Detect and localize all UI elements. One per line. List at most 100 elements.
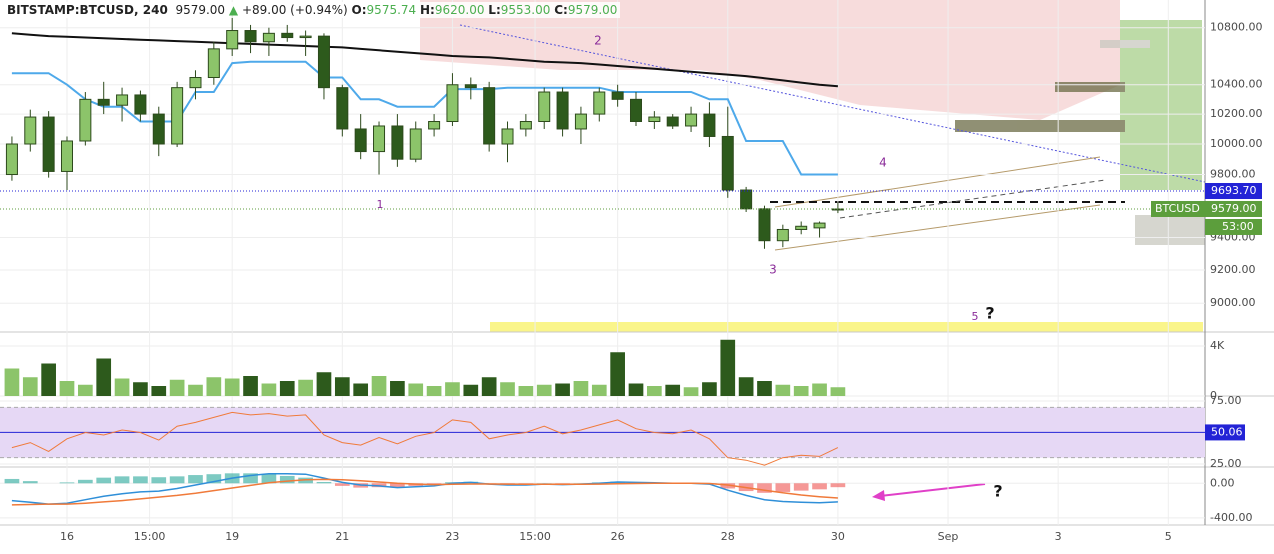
- candle-body: [79, 98, 92, 142]
- y-tick-label: 9200.00: [1210, 263, 1256, 276]
- label: H:: [420, 3, 435, 17]
- volume-bar: [720, 339, 736, 396]
- candle-body: [409, 128, 422, 160]
- candle-body: [171, 87, 184, 145]
- value: 9575.74: [366, 3, 417, 17]
- countdown-badge: [1205, 218, 1262, 235]
- candle-body: [299, 35, 312, 39]
- histogram-bar: [812, 483, 827, 490]
- candle-body: [226, 30, 239, 50]
- volume-bar: [298, 379, 313, 396]
- x-tick-label: 28: [721, 530, 735, 543]
- candle-body: [776, 228, 789, 242]
- candle-body: [666, 116, 679, 127]
- profile-bar: [1135, 215, 1205, 245]
- candle-body: [152, 113, 165, 145]
- volume-bar: [334, 377, 350, 396]
- y-tick-label: 10200.00: [1210, 107, 1263, 120]
- indicator-line: [11, 60, 838, 176]
- x-tick-label: 19: [225, 530, 239, 543]
- volume-bar: [261, 383, 277, 396]
- price-badge: [1205, 183, 1262, 200]
- annotation: ?: [993, 482, 1002, 501]
- candle-body: [611, 91, 624, 100]
- histogram-bar: [96, 477, 112, 484]
- volume-bar: [647, 386, 662, 396]
- label: O:: [351, 3, 367, 17]
- profile-bar: [1120, 20, 1202, 190]
- trend-line: [774, 204, 1101, 251]
- volume-bar: [206, 377, 222, 396]
- symbol-badge: [1151, 200, 1205, 217]
- candle-body: [391, 125, 404, 160]
- arrow: ▲: [228, 3, 239, 17]
- value: 9553.00: [500, 3, 551, 17]
- change: +89.00 (+0.94%): [241, 3, 348, 17]
- histogram-bar: [390, 483, 405, 488]
- candle-body: [629, 98, 643, 123]
- volume-bar: [243, 376, 258, 396]
- histogram-bar: [4, 478, 20, 484]
- volume-bar: [78, 384, 93, 396]
- volume-bar: [683, 387, 699, 396]
- histogram-bar: [206, 474, 222, 484]
- volume-bar: [481, 377, 497, 396]
- candle-body: [281, 32, 294, 39]
- volume-bar: [591, 384, 607, 396]
- x-tick-label: 16: [60, 530, 74, 543]
- annotation: 2: [594, 34, 602, 48]
- volume-bar: [757, 381, 772, 396]
- x-tick-label: 21: [335, 530, 349, 543]
- histogram-bar: [22, 481, 38, 484]
- histogram-bar: [169, 476, 185, 484]
- volume-bar: [610, 352, 625, 396]
- volume-bar: [573, 381, 589, 396]
- histogram-bar: [133, 476, 148, 484]
- volume-bar: [316, 372, 332, 396]
- candle-body: [189, 76, 202, 89]
- annotation: 3: [769, 263, 777, 277]
- candle-body: [134, 94, 147, 115]
- volume-bar: [830, 387, 846, 396]
- candle-body: [721, 135, 734, 191]
- x-tick-label: Sep: [938, 530, 959, 543]
- candle-body: [116, 94, 129, 106]
- profile-bar: [955, 120, 1125, 132]
- annotation: ?: [985, 304, 994, 323]
- histogram-bar: [188, 475, 203, 484]
- symbol-label: BTCUSD: [1155, 202, 1200, 215]
- volume-bar: [59, 381, 75, 396]
- volume-bar: [500, 382, 515, 396]
- volume-bar: [151, 386, 167, 396]
- rsi-badge-label: 50.06: [1211, 425, 1243, 438]
- value: 9620.00: [434, 3, 485, 17]
- histogram-bar: [334, 483, 350, 486]
- y-tick-label: 0.00: [1210, 476, 1235, 489]
- x-tick-label: 5: [1165, 530, 1172, 543]
- volume-bar: [279, 381, 295, 396]
- candle-body: [5, 143, 18, 176]
- histogram-bar: [830, 483, 846, 488]
- volume-bar: [22, 377, 38, 396]
- volume-bar: [390, 381, 405, 396]
- candle-body: [207, 48, 220, 78]
- y-tick-label: 10400.00: [1210, 78, 1263, 91]
- label: L:: [488, 3, 501, 17]
- x-tick-label: 30: [831, 530, 845, 543]
- volume-bar: [536, 384, 552, 396]
- countdown: 53:00: [1222, 220, 1254, 233]
- candle-body: [244, 30, 257, 43]
- candle-body: [428, 121, 441, 130]
- candle-body: [446, 84, 459, 123]
- volume-bar: [738, 377, 754, 396]
- trend-line: [459, 24, 1206, 183]
- candle-body: [519, 121, 532, 130]
- candle-body: [336, 87, 349, 130]
- y-tick-label: 10000.00: [1210, 137, 1263, 150]
- histogram-bar: [720, 483, 736, 489]
- candle-body: [740, 189, 753, 210]
- candle-body: [813, 222, 826, 229]
- candle-body: [354, 128, 367, 153]
